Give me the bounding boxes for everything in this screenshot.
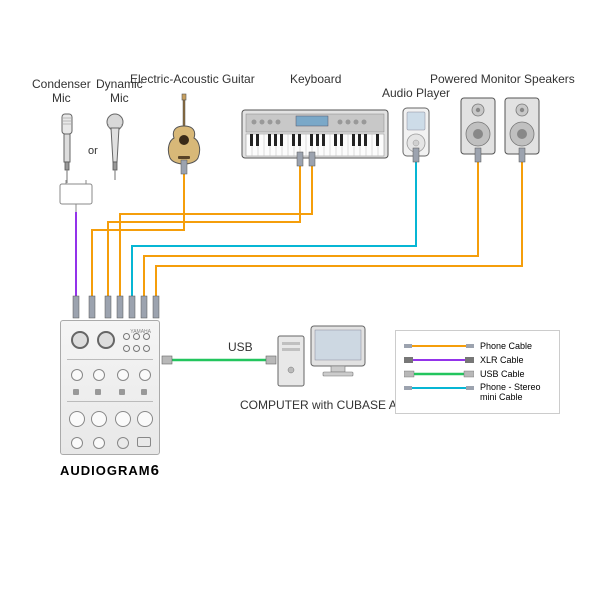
label-speakers: Powered Monitor Speakers — [430, 72, 575, 86]
mixer-audiogram6: YAMAHA — [60, 320, 160, 455]
legend-mini-label: Phone - Stereo mini Cable — [480, 383, 541, 403]
label-condenser-mic: Condenser Mic — [32, 78, 91, 106]
speaker-left — [458, 96, 498, 163]
label-audio-player: Audio Player — [382, 86, 450, 100]
legend-xlr-label: XLR Cable — [480, 355, 524, 365]
cable-legend: Phone Cable XLR Cable USB Cable Phone - … — [395, 330, 560, 414]
product-num: 6 — [151, 462, 160, 479]
keyboard — [240, 108, 390, 168]
legend-xlr: XLR Cable — [404, 355, 551, 365]
label-usb: USB — [228, 340, 253, 354]
label-guitar: Electric-Acoustic Guitar — [130, 72, 255, 86]
legend-usb-label: USB Cable — [480, 369, 525, 379]
legend-usb: USB Cable — [404, 369, 551, 379]
legend-phone-label: Phone Cable — [480, 341, 532, 351]
product-text: AUDIOGRAM — [60, 463, 151, 478]
legend-mini: Phone - Stereo mini Cable — [404, 383, 551, 403]
dynamic-mic — [100, 112, 130, 177]
mic-selector — [56, 180, 96, 225]
guitar — [160, 92, 210, 177]
speaker-right — [502, 96, 542, 163]
label-keyboard: Keyboard — [290, 72, 341, 86]
legend-phone: Phone Cable — [404, 341, 551, 351]
product-name: AUDIOGRAM6 — [60, 462, 160, 479]
label-computer: COMPUTER with CUBASE AI — [240, 398, 400, 412]
condenser-mic — [52, 112, 82, 177]
audio-player — [400, 106, 432, 166]
computer — [275, 318, 370, 398]
label-or: or — [88, 145, 98, 157]
